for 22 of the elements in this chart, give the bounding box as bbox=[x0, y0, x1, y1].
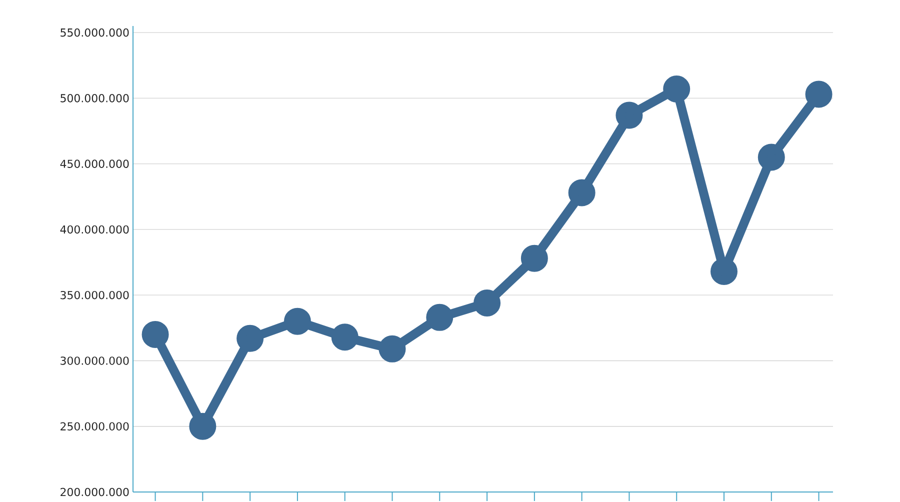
point bbox=[378, 335, 406, 362]
point bbox=[758, 144, 785, 171]
point bbox=[331, 324, 358, 351]
y-tick-label: 350.000.000 bbox=[60, 290, 129, 300]
point bbox=[426, 304, 454, 331]
y-tick-label: 400.000.000 bbox=[60, 225, 129, 234]
y-tick-label: 200.000.000 bbox=[60, 488, 129, 496]
point bbox=[520, 244, 548, 272]
y-tick-label: 300.000.000 bbox=[60, 356, 129, 365]
point bbox=[284, 308, 311, 335]
y-tick-label: 450.000.000 bbox=[60, 160, 129, 168]
y-tick-label: 250.000.000 bbox=[60, 422, 129, 430]
point bbox=[142, 320, 169, 348]
point bbox=[189, 412, 216, 440]
y-tick-label: 500.000.000 bbox=[60, 94, 129, 102]
point bbox=[568, 179, 596, 206]
point bbox=[474, 289, 501, 316]
point bbox=[236, 324, 264, 352]
point bbox=[663, 75, 690, 102]
point bbox=[616, 102, 643, 129]
y-tick-label: 550.000.000 bbox=[60, 28, 129, 37]
point bbox=[805, 80, 832, 108]
